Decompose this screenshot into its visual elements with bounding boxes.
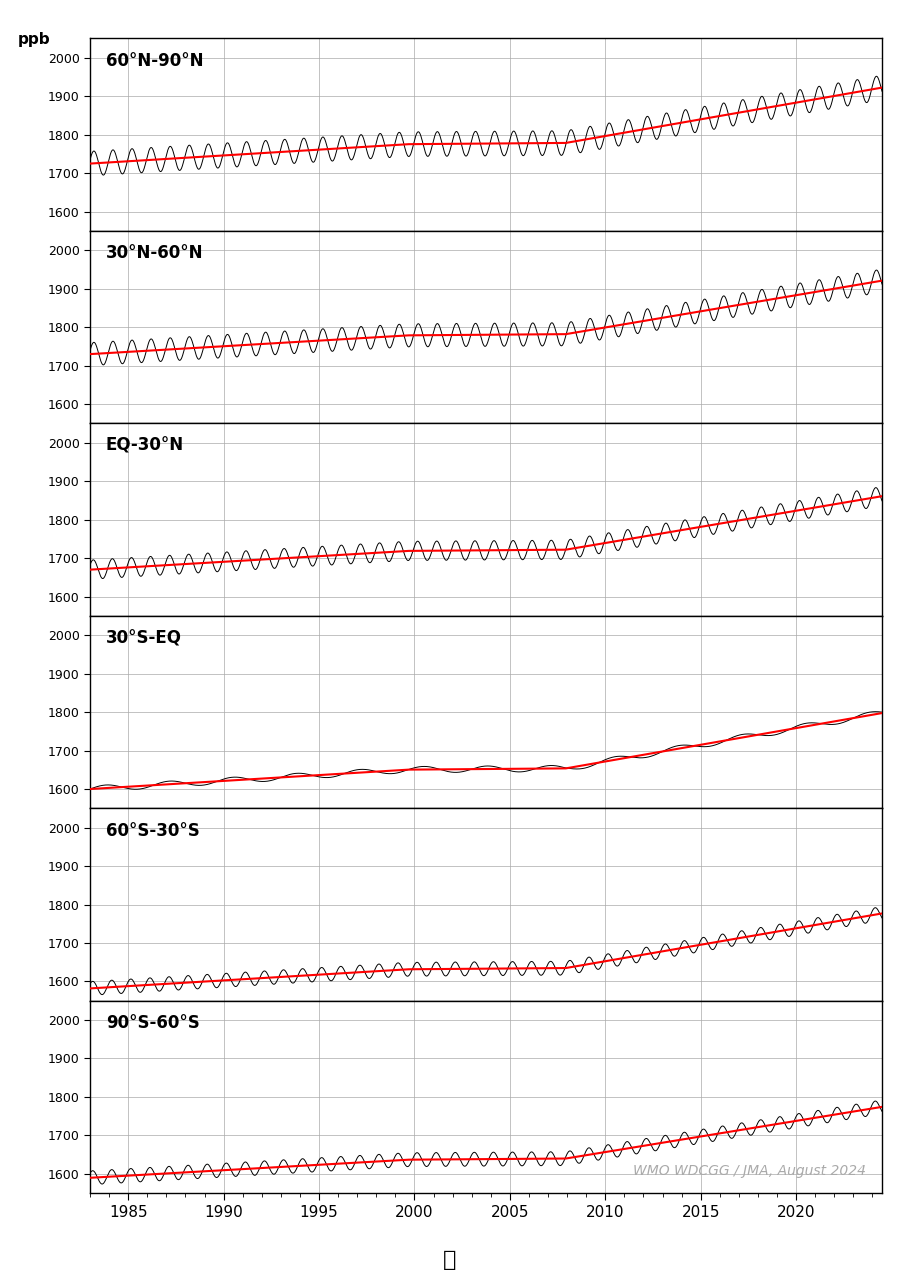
Text: ppb: ppb bbox=[18, 32, 50, 47]
Text: WMO WDCGG / JMA, August 2024: WMO WDCGG / JMA, August 2024 bbox=[634, 1164, 866, 1178]
Text: 60°N-90°N: 60°N-90°N bbox=[106, 51, 203, 71]
Text: 30°N-60°N: 30°N-60°N bbox=[106, 245, 203, 263]
Text: EQ-30°N: EQ-30°N bbox=[106, 436, 184, 455]
Text: 30°S-EQ: 30°S-EQ bbox=[106, 630, 182, 648]
Text: 90°S-60°S: 90°S-60°S bbox=[106, 1014, 200, 1033]
Text: 年: 年 bbox=[444, 1250, 456, 1270]
Text: 60°S-30°S: 60°S-30°S bbox=[106, 822, 200, 840]
